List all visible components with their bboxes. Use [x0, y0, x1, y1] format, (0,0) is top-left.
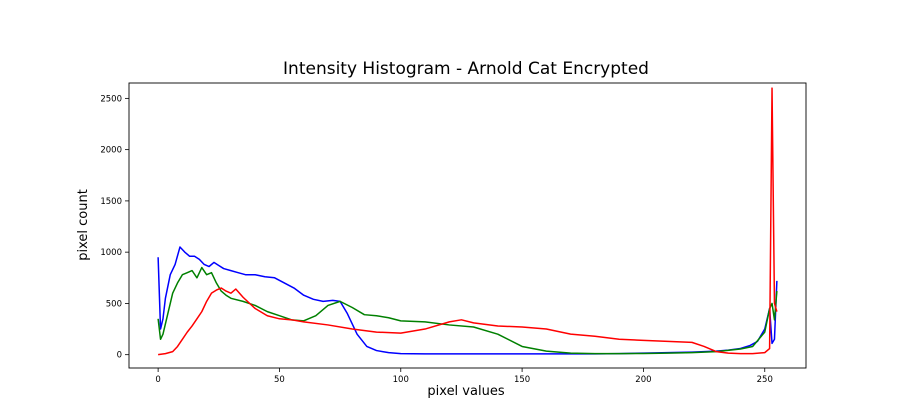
y-tick-label: 1500: [100, 197, 122, 207]
x-tick-label: 0: [155, 375, 160, 385]
series-layer: [157, 87, 778, 356]
x-tick-label: 200: [635, 375, 651, 385]
y-axis-label: pixel count: [76, 189, 91, 261]
y-tick-label: 1000: [100, 248, 122, 258]
plot-area: [128, 82, 807, 369]
x-axis-label: pixel values: [427, 384, 504, 399]
chart-title: Intensity Histogram - Arnold Cat Encrypt…: [283, 59, 649, 79]
blue-channel-line: [157, 246, 778, 355]
y-tick-label: 2500: [100, 94, 122, 104]
x-tick-label: 250: [757, 375, 773, 385]
x-tick-label: 100: [393, 375, 409, 385]
y-tick-label: 0: [117, 351, 122, 361]
green-channel-line: [157, 266, 778, 355]
x-tick-label: 50: [274, 375, 285, 385]
y-tick-label: 500: [106, 299, 122, 309]
y-tick-label: 2000: [100, 146, 122, 156]
x-tick-label: 150: [514, 375, 530, 385]
red-channel-line: [158, 87, 778, 356]
